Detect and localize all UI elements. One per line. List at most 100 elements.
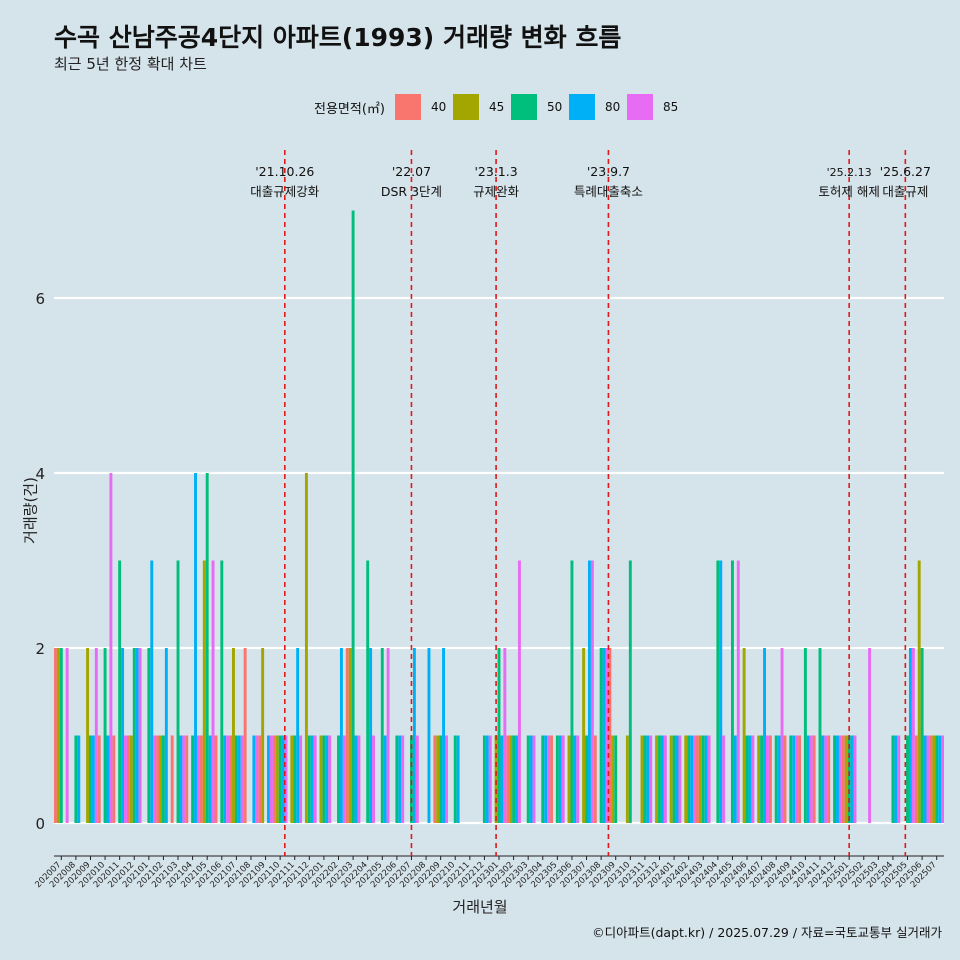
bar-80-202109	[267, 735, 270, 823]
bar-80-202410	[806, 735, 810, 823]
bar-85-202403	[707, 735, 711, 823]
bar-45-202012	[129, 735, 133, 823]
bar-45-202310	[625, 735, 629, 823]
bar-40-202412	[827, 735, 831, 823]
bar-85-202308	[605, 648, 609, 823]
y-tick-label: 2	[35, 640, 45, 658]
event-label: 토허제 해제	[818, 184, 879, 199]
bar-85-202505	[911, 648, 915, 823]
bar-50-202111	[293, 735, 297, 823]
bar-85-202101	[153, 735, 157, 823]
bar-50-202303	[526, 735, 530, 823]
bar-40-202107	[229, 735, 232, 823]
bar-80-202108	[252, 735, 256, 823]
legend-label-80: 80	[604, 100, 621, 114]
bar-50-202504	[891, 735, 895, 823]
bar-45-202307	[582, 648, 586, 823]
bar-80-202010	[106, 735, 110, 823]
bar-40-202105	[199, 735, 203, 823]
bar-50-202310	[628, 560, 632, 823]
bar-85-202502	[868, 648, 872, 823]
bar-80-202101	[150, 560, 154, 823]
bar-40-202410	[798, 735, 802, 823]
bar-85-202306	[576, 735, 580, 823]
bar-80-202202	[339, 648, 343, 823]
event-label: 규제완화	[473, 184, 520, 199]
legend-item-40: 40	[394, 94, 449, 120]
bar-50-202008	[74, 735, 78, 823]
bar-85-202203	[357, 735, 361, 823]
bar-80-202205	[383, 735, 387, 823]
bar-45-202109	[261, 648, 265, 823]
event-label: DSR 3단계	[381, 184, 442, 199]
bar-50-202409	[789, 735, 793, 823]
legend-swatch-85	[626, 94, 653, 120]
bar-85-202011	[124, 735, 127, 823]
bar-50-202205	[380, 648, 384, 823]
y-tick-label: 6	[35, 290, 45, 308]
bar-85-202411	[824, 735, 828, 823]
bar-45-202111	[290, 735, 294, 823]
bar-40-202203	[345, 648, 349, 823]
bar-80-202011	[121, 648, 125, 823]
bar-85-202504	[897, 735, 901, 823]
bar-85-202104	[196, 735, 200, 823]
bar-50-202506	[920, 648, 924, 823]
bar-45-202302	[509, 735, 513, 823]
bar-50-202407	[760, 735, 764, 823]
bar-45-202402	[684, 735, 688, 823]
bar-45-202311	[640, 735, 644, 823]
bar-50-202301	[497, 648, 501, 823]
bar-45-202312	[655, 735, 659, 823]
bar-50-202103	[176, 560, 180, 823]
bar-50-202308	[599, 648, 603, 823]
bar-80-202403	[704, 735, 708, 823]
bar-80-202409	[792, 735, 796, 823]
source-caption: ©디아파트(dapt.kr) / 2025.07.29 / 자료=국토교통부 실…	[592, 925, 942, 940]
bar-50-202102	[161, 735, 165, 823]
bar-80-202102	[164, 648, 168, 823]
bar-80-202212	[485, 735, 489, 823]
bar-80-202112	[310, 735, 314, 823]
bar-40-202507	[929, 735, 933, 823]
bar-40-202308	[593, 735, 597, 823]
bar-85-202112	[313, 735, 317, 823]
bar-40-202011	[112, 735, 116, 823]
legend-title: 전용면적(㎡)	[314, 101, 385, 117]
bar-80-202306	[573, 735, 577, 823]
legend: 전용면적(㎡) 40 45 50 80 85	[314, 94, 685, 120]
bar-45-202102	[159, 735, 162, 823]
bar-45-202401	[669, 735, 673, 823]
bar-85-202103	[182, 735, 186, 823]
bar-80-202406	[748, 735, 752, 823]
bar-45-202501	[844, 735, 848, 823]
bar-80-202104	[194, 473, 197, 823]
bar-80-202303	[529, 735, 533, 823]
bar-80-202506	[923, 735, 927, 823]
bar-40-202501	[841, 735, 845, 823]
bar-50-202307	[585, 735, 588, 823]
bar-85-202408	[780, 648, 784, 823]
bar-40-202106	[214, 735, 218, 823]
bar-50-202501	[847, 735, 851, 823]
bar-40-202010	[97, 735, 101, 823]
bar-45-202507	[932, 735, 936, 823]
bar-50-202408	[774, 735, 778, 823]
bar-80-202407	[763, 648, 766, 823]
bar-40-202102	[156, 735, 160, 823]
bar-50-202010	[103, 648, 107, 823]
bar-85-202501	[853, 735, 857, 823]
bar-80-202404	[719, 560, 723, 823]
bar-50-202007	[59, 648, 63, 823]
bar-50-202209	[439, 735, 443, 823]
bar-85-202506	[926, 735, 930, 823]
bar-80-202206	[398, 735, 402, 823]
bar-85-202407	[766, 735, 769, 823]
event-label: 대출규제	[882, 184, 928, 199]
bar-80-202401	[675, 735, 679, 823]
bar-80-202103	[179, 735, 183, 823]
bar-80-202412	[836, 735, 839, 823]
bar-45-202309	[611, 735, 615, 823]
bar-85-202012	[138, 648, 142, 823]
